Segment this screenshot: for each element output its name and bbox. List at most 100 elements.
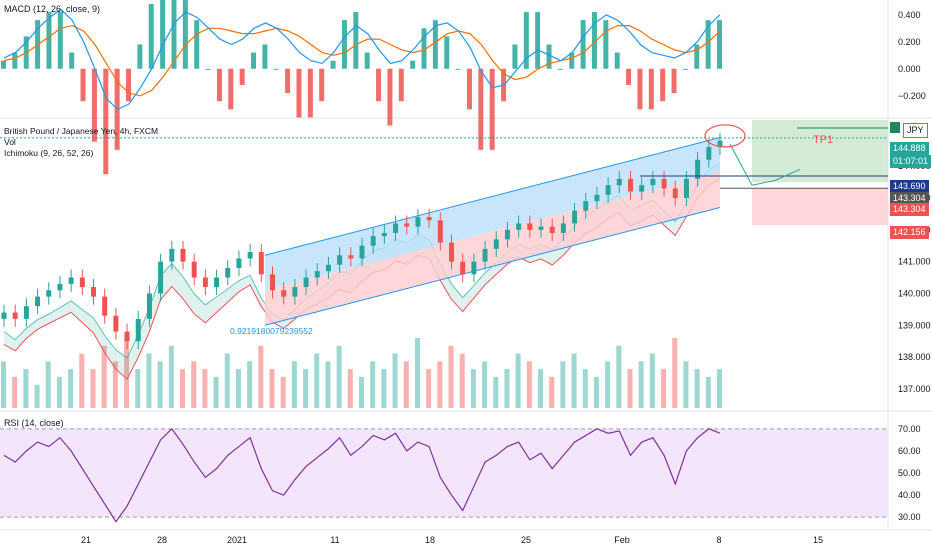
- time-axis-tick: 11: [330, 535, 339, 545]
- macd-histogram-bar: [69, 52, 75, 69]
- macd-histogram-bar: [546, 44, 552, 69]
- macd-histogram-bar: [160, 0, 166, 69]
- rsi-y-tick: 30.00: [898, 512, 921, 522]
- candle-body: [68, 277, 74, 284]
- macd-histogram-bar: [660, 68, 666, 102]
- macd-histogram-bar: [273, 68, 279, 70]
- macd-histogram-bar: [512, 44, 518, 69]
- volume-bar: [269, 369, 275, 408]
- volume-bar: [280, 376, 286, 408]
- macd-histogram-bar: [46, 12, 52, 69]
- volume-bar: [347, 369, 353, 408]
- macd-y-tick: 0.200: [898, 37, 921, 47]
- countdown-badge: 01:07:01: [890, 155, 932, 168]
- rsi-band: [0, 428, 888, 518]
- macd-histogram-bar: [205, 68, 211, 70]
- macd-histogram-bar: [603, 20, 609, 69]
- candle-body: [102, 296, 108, 316]
- price-y-tick: 138.000: [898, 352, 931, 362]
- channel-lower-half: [265, 172, 720, 326]
- macd-histogram-bar: [262, 44, 268, 69]
- macd-histogram-bar: [694, 44, 700, 69]
- tp1-label: TP1: [813, 134, 834, 146]
- macd-histogram-bar: [103, 68, 109, 175]
- volume-bar: [157, 361, 163, 408]
- candle-body: [672, 188, 678, 198]
- macd-histogram-bar: [557, 68, 563, 70]
- candle-body: [538, 226, 544, 230]
- volume-bar: [381, 369, 387, 408]
- volume-bar: [515, 353, 521, 408]
- candle-body: [437, 220, 443, 243]
- macd-histogram-bar: [319, 68, 325, 102]
- volume-bar: [359, 376, 364, 408]
- volume-bar: [571, 353, 577, 408]
- macd-histogram-bar: [398, 68, 404, 102]
- macd-histogram-bar: [523, 12, 529, 69]
- channel-bottom-line: [264, 207, 721, 326]
- volume-bar: [526, 361, 532, 408]
- macd-y-tick: 0.400: [898, 10, 921, 20]
- top-price-marker: [890, 122, 900, 133]
- volume-bar: [1, 361, 6, 408]
- projection-down: [729, 143, 753, 186]
- volume-bar: [616, 345, 622, 408]
- volume-bar: [325, 361, 331, 408]
- symbol-title[interactable]: British Pound / Japanese Yen, 4h, FXCM: [4, 126, 159, 136]
- candle-body: [57, 283, 63, 291]
- candle-body: [370, 236, 376, 246]
- volume-bar: [593, 376, 599, 408]
- candle-body: [225, 267, 231, 278]
- macd-histogram-bar: [80, 68, 86, 102]
- candle-body: [303, 277, 309, 288]
- currency-badge[interactable]: JPY: [903, 123, 928, 138]
- candle-body: [91, 287, 96, 297]
- volume-bar: [683, 361, 689, 408]
- macd-histogram-bar: [705, 20, 711, 69]
- macd-histogram-bar: [455, 68, 461, 70]
- macd-histogram-bar: [421, 28, 427, 69]
- volume-bar: [45, 361, 51, 408]
- candle-body: [560, 223, 566, 233]
- rsi-label: RSI (14, close): [4, 418, 64, 428]
- volume-bar: [560, 361, 566, 408]
- volume-bar: [426, 369, 432, 408]
- candle-body: [482, 248, 488, 262]
- volume-bar: [336, 345, 342, 408]
- macd-histogram-bar: [251, 52, 257, 69]
- price-y-tick: 140.000: [898, 288, 931, 298]
- rsi-line: [3, 427, 721, 523]
- candle-body: [393, 223, 399, 233]
- macd-histogram-bar: [444, 36, 450, 69]
- candle-body: [325, 264, 331, 272]
- macd-histogram-bar: [591, 12, 597, 69]
- candle-body: [449, 242, 454, 262]
- candle-body: [661, 178, 667, 189]
- volume-bar: [627, 369, 633, 408]
- candle-body: [471, 261, 477, 275]
- macd-histogram-bar: [285, 68, 291, 94]
- time-axis-tick: 28: [157, 535, 167, 545]
- macd-histogram-bar: [466, 68, 472, 110]
- volume-bar: [403, 361, 409, 408]
- volume-label[interactable]: Vol: [4, 137, 16, 147]
- gray-level-badge: 143.304: [890, 192, 929, 205]
- volume-bar: [638, 361, 644, 408]
- macd-histogram-bar: [296, 68, 302, 118]
- macd-histogram-bar: [569, 52, 575, 69]
- candle-body: [404, 223, 410, 227]
- macd-histogram-bar: [432, 20, 438, 69]
- rsi-y-tick: 50.00: [898, 468, 921, 478]
- candle-body: [135, 318, 141, 342]
- price-y-tick: 139.000: [898, 320, 931, 330]
- macd-histogram-bar: [171, 0, 177, 69]
- volume-bar: [12, 376, 18, 408]
- candle-body: [258, 252, 264, 275]
- ichimoku-label[interactable]: Ichimoku (9, 26, 52, 26): [4, 148, 94, 158]
- macd-histogram-bar: [194, 20, 200, 69]
- time-axis-tick: 18: [425, 535, 435, 545]
- candle-body: [616, 178, 622, 186]
- volume-bar: [605, 361, 611, 408]
- volume-bar: [470, 369, 476, 408]
- macd-histogram-bar: [478, 68, 484, 150]
